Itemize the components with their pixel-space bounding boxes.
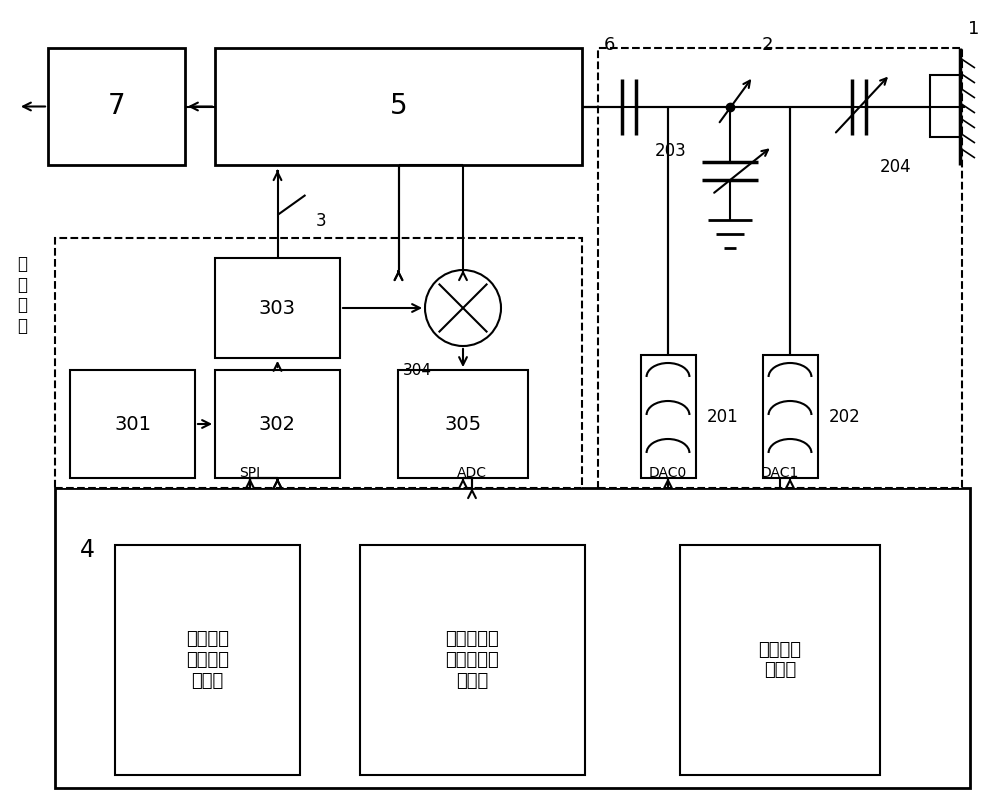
Text: 202: 202 (829, 407, 861, 426)
Text: 扫频信号
频率控制
子模块: 扫频信号 频率控制 子模块 (186, 630, 229, 690)
Bar (115, 545, 300, 775)
Text: 305: 305 (444, 415, 482, 434)
Text: SPI: SPI (239, 466, 261, 480)
Bar (930, 75, 960, 137)
Text: 201: 201 (707, 407, 739, 426)
Text: ADC: ADC (457, 466, 487, 480)
Text: 工作谐振频
点偏移提取
子模块: 工作谐振频 点偏移提取 子模块 (446, 630, 499, 690)
Bar (763, 355, 818, 478)
Bar (55, 238, 582, 488)
Text: 204: 204 (880, 159, 912, 176)
Bar (55, 488, 970, 788)
Bar (70, 370, 195, 478)
Bar (598, 48, 962, 488)
Text: DAC0: DAC0 (649, 466, 687, 480)
Text: DAC1: DAC1 (761, 466, 799, 480)
Text: 304: 304 (403, 363, 432, 378)
Text: 至
接
收
机: 至 接 收 机 (17, 255, 27, 335)
Text: 1: 1 (968, 20, 979, 38)
Text: 301: 301 (114, 415, 151, 434)
Bar (215, 370, 340, 478)
Text: 203: 203 (655, 143, 687, 160)
Text: 匹配控制
子模块: 匹配控制 子模块 (759, 641, 802, 679)
Text: 303: 303 (259, 298, 296, 318)
Bar (215, 48, 582, 165)
Text: 2: 2 (762, 37, 774, 55)
Bar (48, 48, 185, 165)
Text: 302: 302 (259, 415, 296, 434)
Text: 6: 6 (604, 37, 615, 55)
Bar (215, 258, 340, 358)
Text: 3: 3 (316, 212, 326, 230)
Text: 5: 5 (390, 92, 407, 120)
Text: 4: 4 (80, 538, 95, 562)
Bar (398, 370, 528, 478)
Bar (680, 545, 880, 775)
Bar (641, 355, 696, 478)
Text: 7: 7 (108, 92, 125, 120)
Bar (360, 545, 585, 775)
